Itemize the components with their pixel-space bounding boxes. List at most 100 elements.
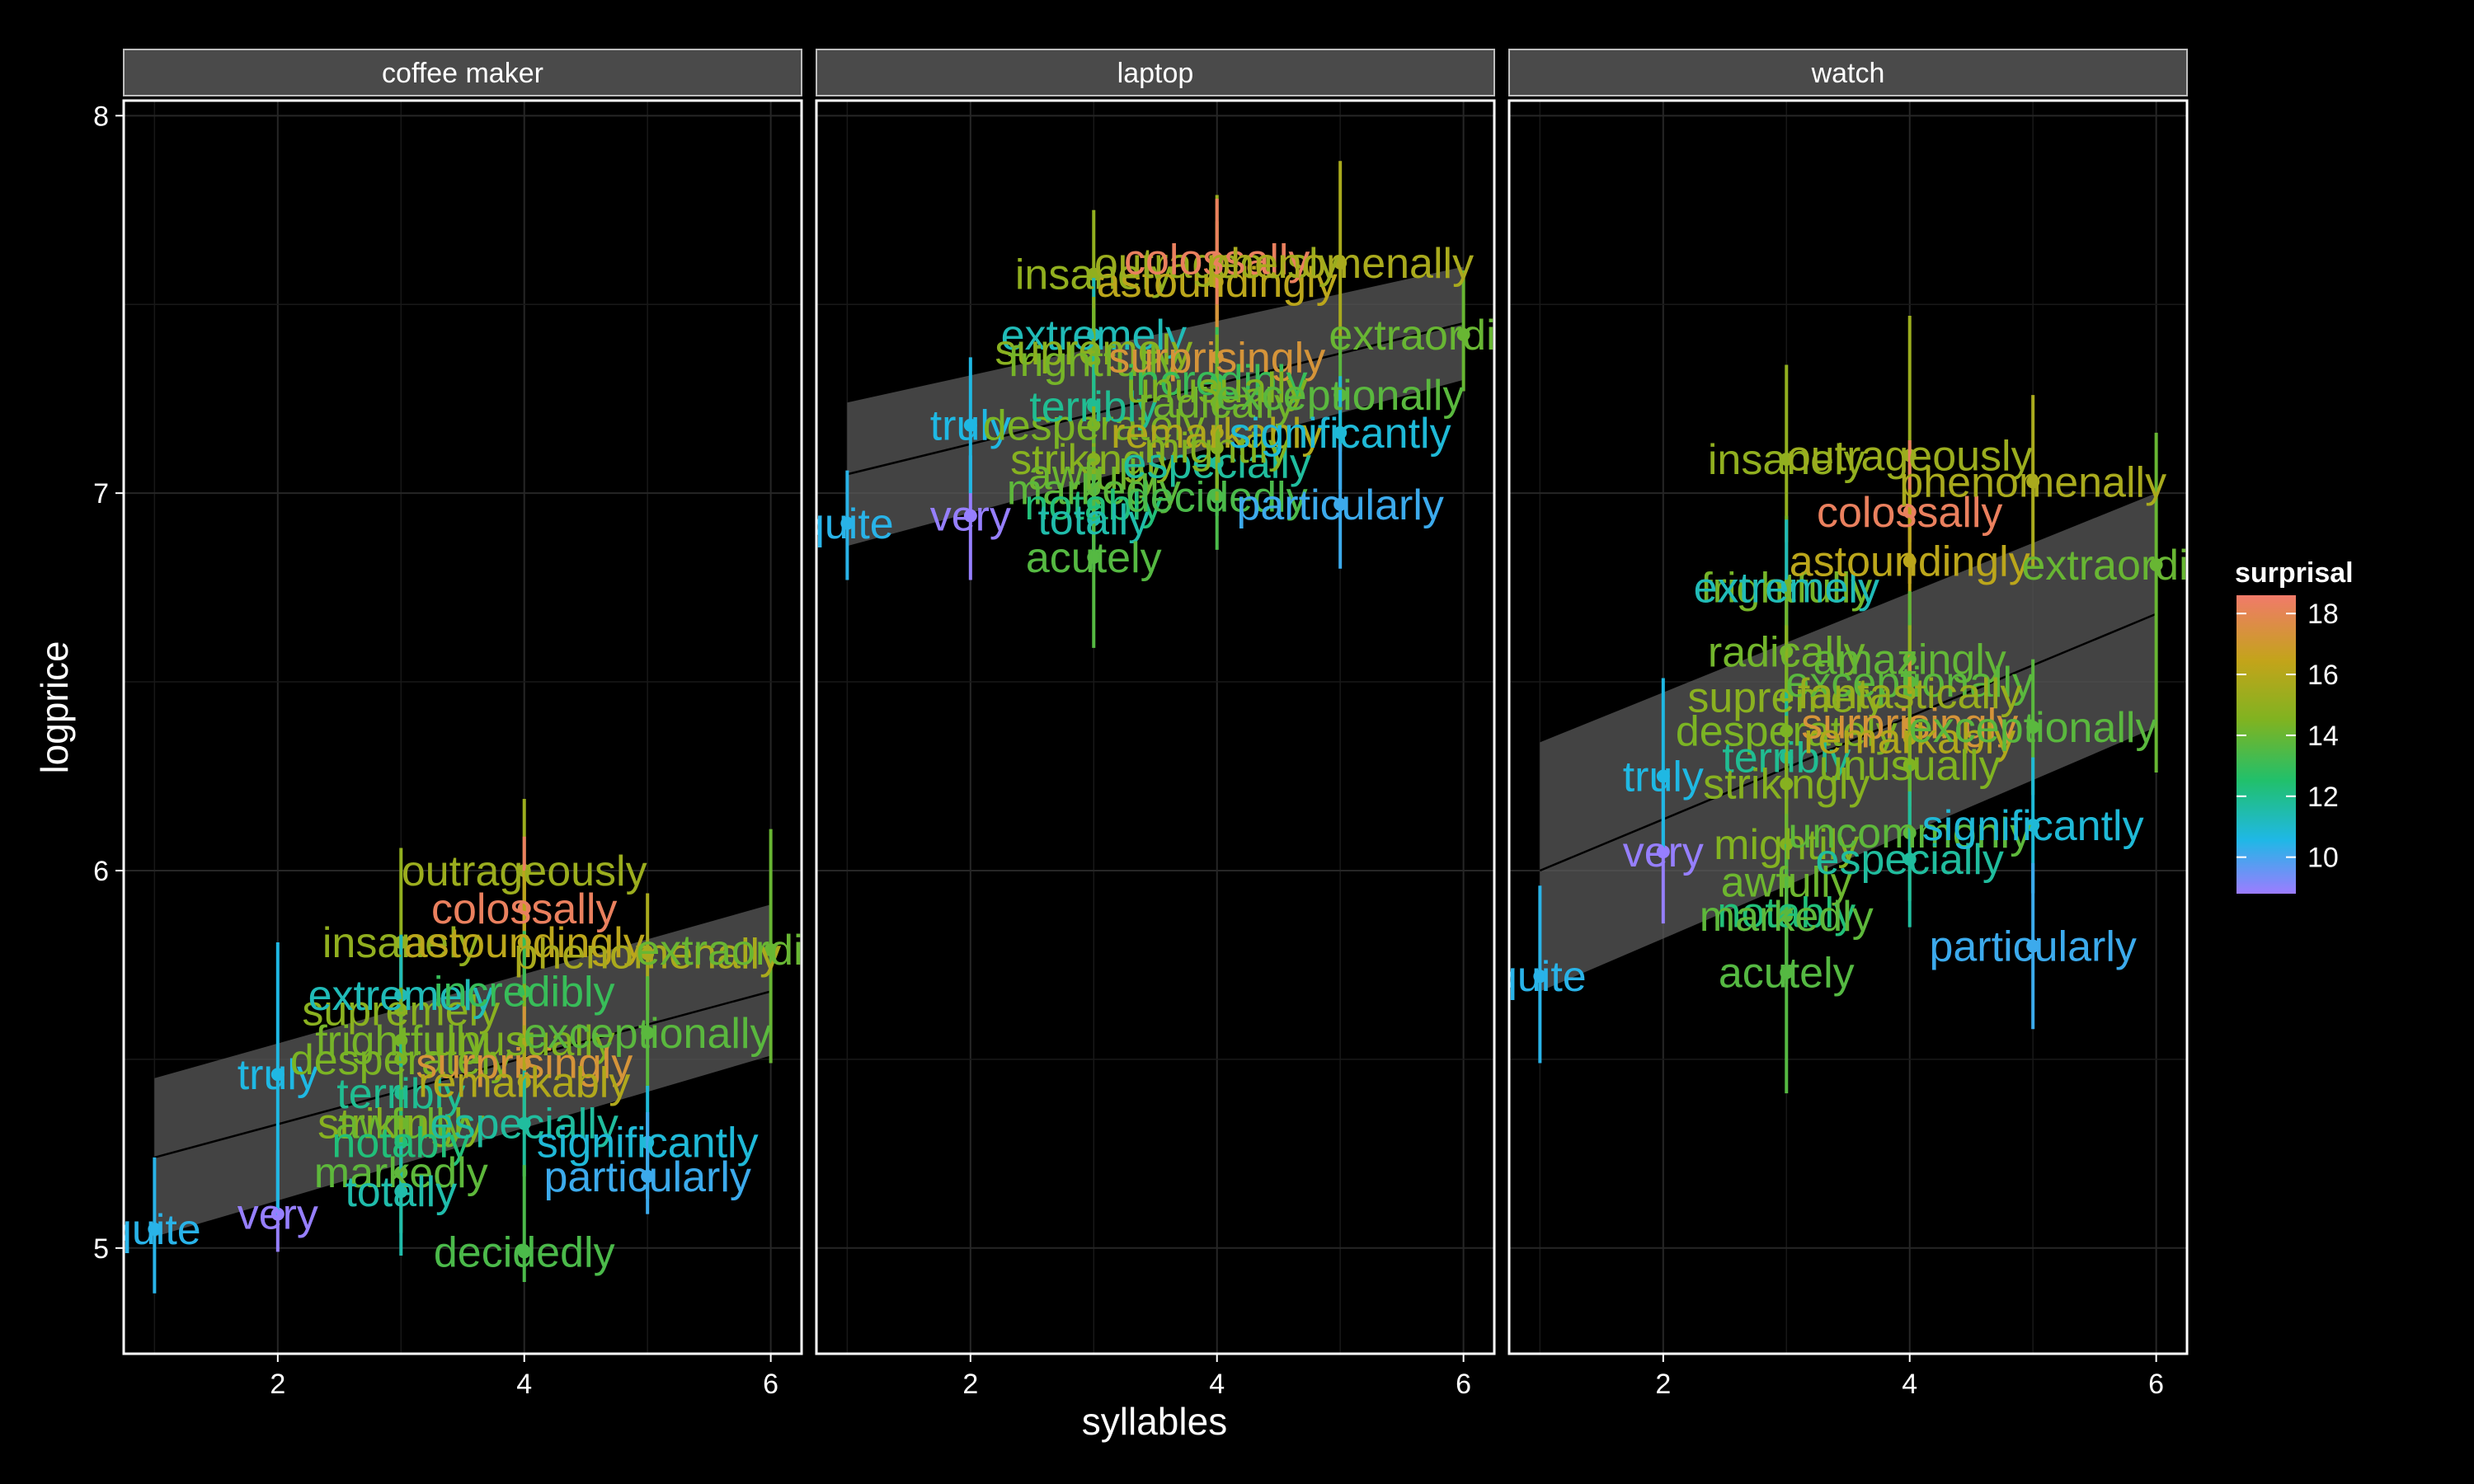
point-label: very (238, 1191, 318, 1239)
point-label: supremely (302, 987, 500, 1035)
point-label: supremely (1687, 674, 1885, 721)
data-point (1333, 497, 1348, 511)
data-point (1780, 452, 1794, 466)
data-points (840, 161, 1470, 648)
data-point (1656, 845, 1670, 859)
point-label: very (930, 493, 1011, 541)
point-label: extremely (1694, 565, 1879, 613)
x-tick-label: 4 (1209, 1369, 1225, 1400)
point-label: awfully (1028, 451, 1159, 499)
point-label: amazingly (1813, 636, 2006, 684)
x-tick-label: 6 (763, 1369, 778, 1400)
point-label: extremely (308, 972, 494, 1020)
point-label: mightily (1714, 821, 1859, 869)
confidence-band (847, 266, 1464, 547)
point-labels: quite very truly supremely insanely extremely… (124, 848, 802, 1276)
point-label: desperately (290, 1036, 512, 1084)
point-label: colossally (431, 885, 617, 933)
point-label: insanely (1708, 436, 1865, 484)
point-label: supremely (995, 326, 1192, 374)
data-point (2026, 475, 2040, 489)
y-tick-label: 7 (93, 478, 109, 510)
point-label: mightily (1145, 425, 1290, 472)
panel-laptop: laptop quite very truly insanely extremelysup… (815, 49, 1496, 1400)
point-label: particularly (1929, 923, 2136, 971)
legend-tick-label: 18 (2307, 599, 2339, 630)
fit-line (847, 322, 1464, 476)
point-label: radically (1708, 628, 1865, 676)
point-label: surprisingly (1108, 334, 1325, 382)
point-label: extremely (1001, 312, 1187, 359)
data-point (641, 946, 655, 960)
point-label: phenomenally (1899, 458, 2166, 506)
data-point (270, 1068, 285, 1082)
point-label: particularly (1236, 481, 1443, 529)
data-point (1903, 554, 1917, 568)
point-label: totally (345, 1168, 457, 1216)
data-point (2026, 939, 2040, 953)
panel-coffee-maker: coffee maker quite very truly supremely insan… (93, 49, 803, 1400)
point-label: colossally (1817, 489, 2002, 537)
point-label: frightfully (315, 1017, 487, 1065)
panel-border (1507, 99, 2189, 1355)
data-point (148, 1222, 162, 1236)
point-label: unusually (1126, 364, 1308, 412)
facet-strip (1508, 49, 2188, 96)
point-label: strikingly (1010, 436, 1177, 484)
point-label: markedly (1007, 467, 1181, 514)
point-label: desperately (1676, 708, 1898, 756)
legend-ticks: 10 12 14 16 18 (2236, 599, 2339, 874)
data-point (1533, 970, 1547, 984)
point-label: especially (430, 1101, 618, 1148)
facet-strip-label: watch (1811, 58, 1885, 89)
point-label: astoundingly (1790, 538, 2030, 586)
x-tick-label: 6 (2148, 1369, 2164, 1400)
point-label: unusually (434, 1017, 615, 1065)
point-label: exceptionally (1216, 372, 1465, 420)
point-label: very (1623, 829, 1704, 876)
point-label: significantly (1922, 802, 2144, 850)
point-label: remarkably (418, 1059, 630, 1106)
point-label: markedly (314, 1149, 488, 1197)
point-label: outrageously (402, 848, 647, 895)
point-label: outrageously (1787, 432, 2033, 480)
data-point (963, 509, 977, 523)
data-point (2149, 558, 2163, 572)
panel-border (815, 99, 1496, 1355)
panel-watch: watchquiteverytrulyinsanelyfrightfullyex… (1507, 49, 2189, 1400)
point-label: totally (1037, 496, 1150, 544)
point-label: radically (1138, 379, 1296, 427)
point-label: incredibly (434, 968, 615, 1016)
data-point (840, 516, 854, 530)
point-label: exceptionally (1909, 704, 2157, 752)
point-label: awfully (336, 1101, 467, 1148)
point-label: decidedly (434, 1228, 615, 1276)
data-point (1333, 256, 1348, 270)
confidence-band (154, 904, 771, 1237)
fit-line (154, 990, 771, 1159)
facet-strip-label: laptop (1117, 58, 1194, 89)
point-label: notably (332, 1120, 470, 1167)
x-tick-label: 6 (1456, 1369, 1471, 1400)
point-label: frightfully (1008, 338, 1179, 386)
point-label: significantly (537, 1120, 759, 1167)
y-tick-label: 5 (93, 1233, 109, 1265)
data-point (517, 1245, 531, 1259)
point-label: surprisingly (1801, 700, 2018, 748)
data-point (394, 1185, 408, 1199)
data-point (1333, 425, 1348, 439)
point-label: outrageously (1094, 240, 1340, 288)
y-axis-title: logprice (33, 641, 76, 773)
point-label: astoundingly (1097, 259, 1338, 307)
point-label: insanely (1015, 251, 1173, 299)
data-point (1210, 252, 1224, 266)
point-labels: quite very truly insanely extremelysupremely… (816, 236, 1494, 582)
data-point (1087, 267, 1101, 281)
point-label: remarkably (1804, 716, 2015, 763)
point-label: acutely (1026, 534, 1162, 582)
point-label: markedly (1700, 893, 1874, 941)
data-points (1533, 315, 2163, 1094)
legend-tick-label: 16 (2307, 660, 2339, 691)
data-point (1780, 965, 1794, 979)
